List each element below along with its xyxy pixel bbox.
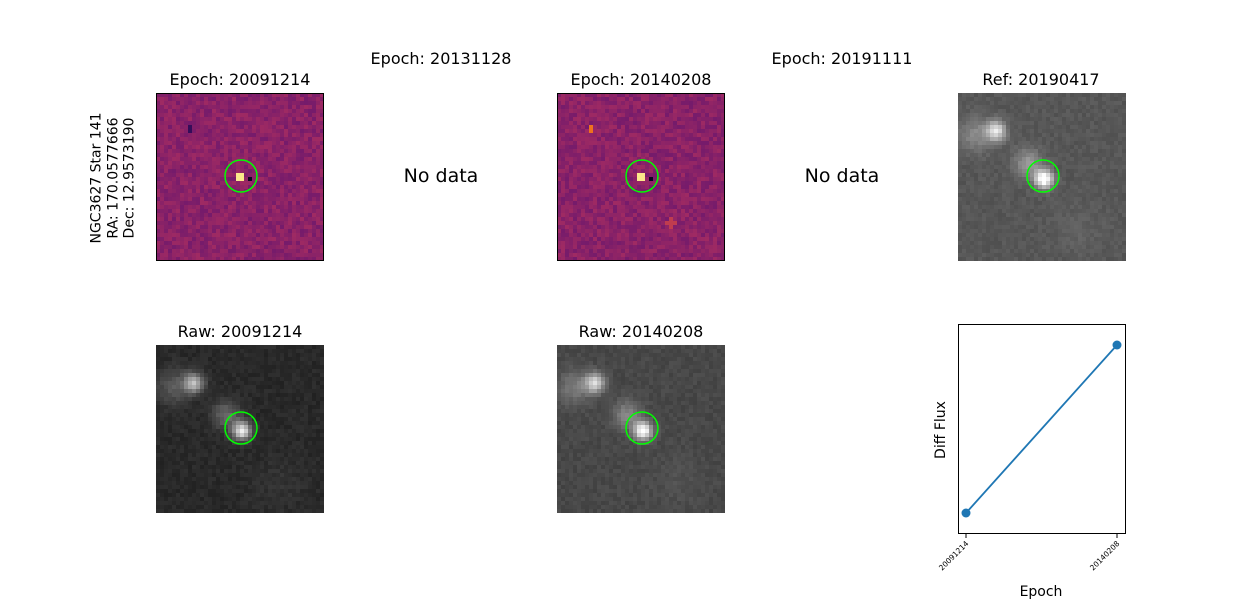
panel-title-epoch-4: Epoch: 20191111 <box>771 49 913 68</box>
data-point <box>961 508 971 518</box>
raw-20140208-target-circle <box>625 411 659 445</box>
raw-20140208-pixels <box>557 345 725 513</box>
raw-20091214-target-circle <box>224 411 258 445</box>
no-data-text-20191111: No data <box>804 165 880 187</box>
no-data-text-20131128: No data <box>403 165 479 187</box>
x-tick-label: 20140208 <box>1088 539 1122 573</box>
diff-image-20140208 <box>557 93 725 261</box>
chart-frame <box>958 324 1126 534</box>
diff-20140208-pixels <box>557 93 725 261</box>
raw-image-20140208 <box>557 345 725 513</box>
data-point <box>1112 340 1122 350</box>
panel-title-epoch-1: Epoch: 20091214 <box>169 70 311 89</box>
panel-title-raw-2: Raw: 20140208 <box>578 322 704 341</box>
chart-xlabel: Epoch <box>1020 584 1063 600</box>
series-line <box>965 344 1118 514</box>
raw-image-20091214 <box>156 345 324 513</box>
ref-image <box>958 93 1126 261</box>
panel-title-raw-1: Raw: 20091214 <box>177 322 303 341</box>
star-dec: Dec: 12.9573190 <box>121 117 138 239</box>
diff-20091214-target-circle <box>224 159 258 193</box>
star-name: NGC3627 Star 141 <box>88 112 105 244</box>
panel-title-epoch-3: Epoch: 20140208 <box>570 70 712 89</box>
star-ra: RA: 170.0577666 <box>104 117 121 239</box>
panel-title-epoch-2: Epoch: 20131128 <box>370 49 512 68</box>
ref-target-circle <box>1026 159 1060 193</box>
diff-20091214-pixels <box>156 93 324 261</box>
panel-title-ref: Ref: 20190417 <box>982 70 1100 89</box>
diff-20140208-target-circle <box>625 159 659 193</box>
chart-ylabel: Diff Flux <box>933 401 949 459</box>
x-tick-label: 20091214 <box>937 539 971 573</box>
diff-image-20091214 <box>156 93 324 261</box>
raw-20091214-pixels <box>156 345 324 513</box>
ref-pixels <box>958 93 1126 261</box>
